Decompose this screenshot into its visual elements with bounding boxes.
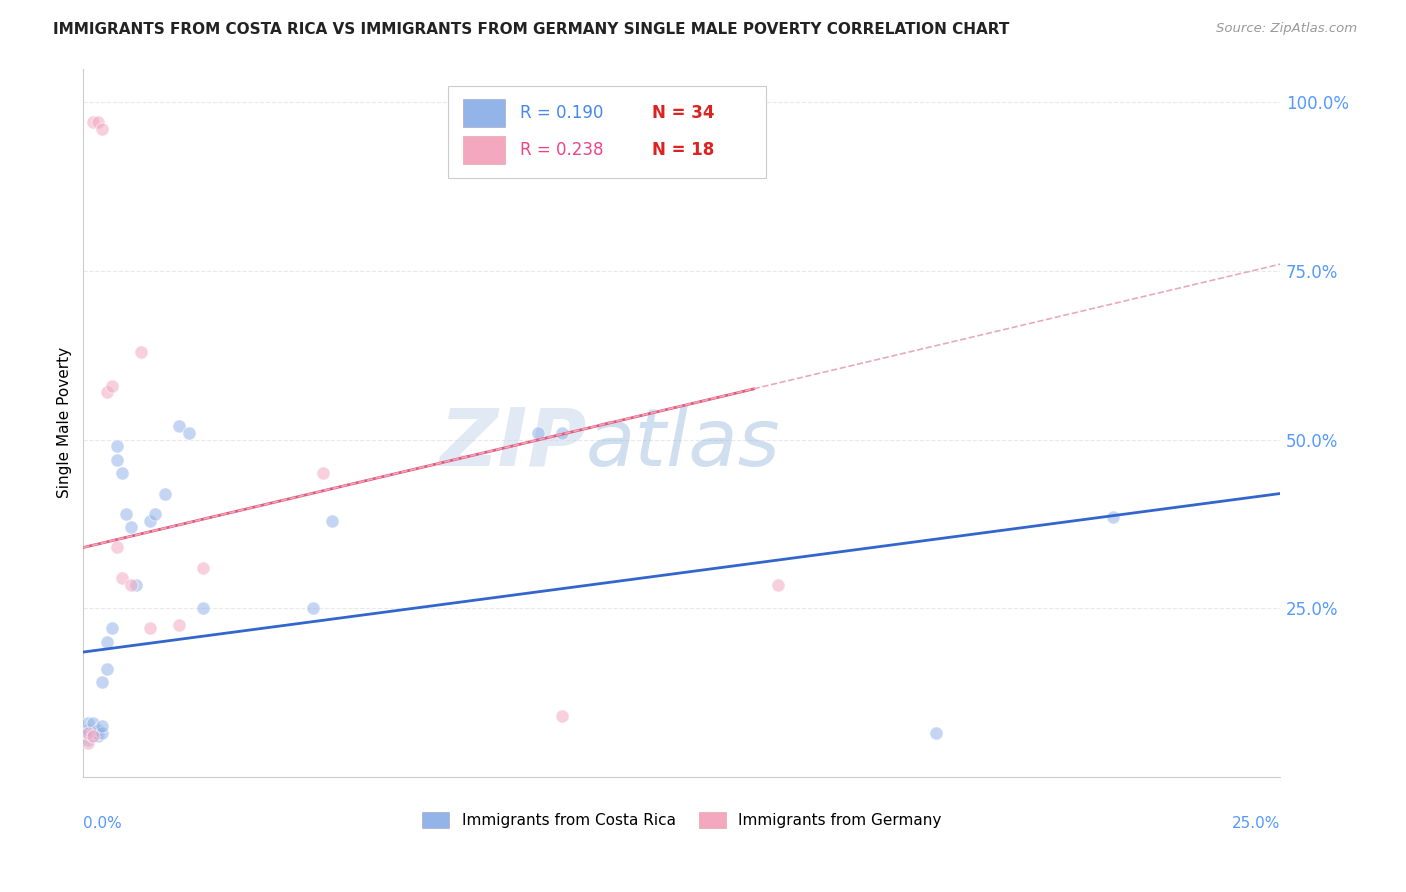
Point bbox=[82, 115, 104, 129]
Text: atlas: atlas bbox=[586, 405, 780, 483]
Point bbox=[312, 467, 335, 481]
Point bbox=[125, 577, 148, 591]
Point bbox=[191, 601, 214, 615]
Point bbox=[120, 577, 142, 591]
Text: 25.0%: 25.0% bbox=[1232, 816, 1281, 830]
Point bbox=[82, 715, 104, 730]
Point bbox=[110, 571, 132, 585]
Point bbox=[77, 726, 100, 740]
Point bbox=[302, 601, 325, 615]
Point bbox=[1101, 510, 1123, 524]
Point bbox=[551, 425, 574, 440]
Point bbox=[105, 452, 128, 467]
Point bbox=[86, 115, 108, 129]
Bar bbox=[463, 136, 505, 164]
Y-axis label: Single Male Poverty: Single Male Poverty bbox=[58, 347, 72, 499]
Text: N = 18: N = 18 bbox=[652, 141, 714, 159]
Text: Source: ZipAtlas.com: Source: ZipAtlas.com bbox=[1216, 22, 1357, 36]
Point bbox=[120, 520, 142, 534]
Point bbox=[115, 507, 138, 521]
Point bbox=[77, 732, 100, 747]
Point bbox=[91, 675, 114, 690]
Point bbox=[110, 467, 132, 481]
Point bbox=[86, 726, 108, 740]
Point bbox=[96, 662, 118, 676]
Point bbox=[96, 635, 118, 649]
Point bbox=[766, 577, 789, 591]
Point bbox=[86, 730, 108, 744]
Point bbox=[77, 726, 100, 740]
Point bbox=[153, 486, 176, 500]
Point bbox=[167, 419, 190, 434]
FancyBboxPatch shape bbox=[449, 87, 765, 178]
Text: R = 0.190: R = 0.190 bbox=[520, 104, 603, 122]
Point bbox=[77, 723, 100, 737]
Point bbox=[143, 507, 166, 521]
Point bbox=[82, 730, 104, 744]
Point bbox=[129, 344, 152, 359]
Point bbox=[77, 736, 100, 750]
Point bbox=[91, 719, 114, 733]
Legend: Immigrants from Costa Rica, Immigrants from Germany: Immigrants from Costa Rica, Immigrants f… bbox=[416, 806, 948, 834]
Text: R = 0.238: R = 0.238 bbox=[520, 141, 603, 159]
Point bbox=[105, 541, 128, 555]
Point bbox=[86, 723, 108, 737]
Point bbox=[101, 378, 124, 392]
Point bbox=[551, 709, 574, 723]
Point bbox=[139, 622, 162, 636]
Point bbox=[191, 560, 214, 574]
Point bbox=[96, 385, 118, 400]
Point bbox=[91, 726, 114, 740]
Point bbox=[82, 726, 104, 740]
Point bbox=[101, 622, 124, 636]
Point bbox=[91, 122, 114, 136]
Point bbox=[924, 726, 946, 740]
Point bbox=[105, 439, 128, 453]
Text: 0.0%: 0.0% bbox=[83, 816, 122, 830]
Text: N = 34: N = 34 bbox=[652, 104, 714, 122]
Point bbox=[77, 715, 100, 730]
Point bbox=[321, 514, 343, 528]
Text: IMMIGRANTS FROM COSTA RICA VS IMMIGRANTS FROM GERMANY SINGLE MALE POVERTY CORREL: IMMIGRANTS FROM COSTA RICA VS IMMIGRANTS… bbox=[53, 22, 1010, 37]
Text: ZIP: ZIP bbox=[439, 405, 586, 483]
Point bbox=[177, 425, 200, 440]
Point bbox=[527, 425, 550, 440]
Point bbox=[167, 618, 190, 632]
Point bbox=[82, 730, 104, 744]
Bar bbox=[463, 99, 505, 128]
Point bbox=[139, 514, 162, 528]
